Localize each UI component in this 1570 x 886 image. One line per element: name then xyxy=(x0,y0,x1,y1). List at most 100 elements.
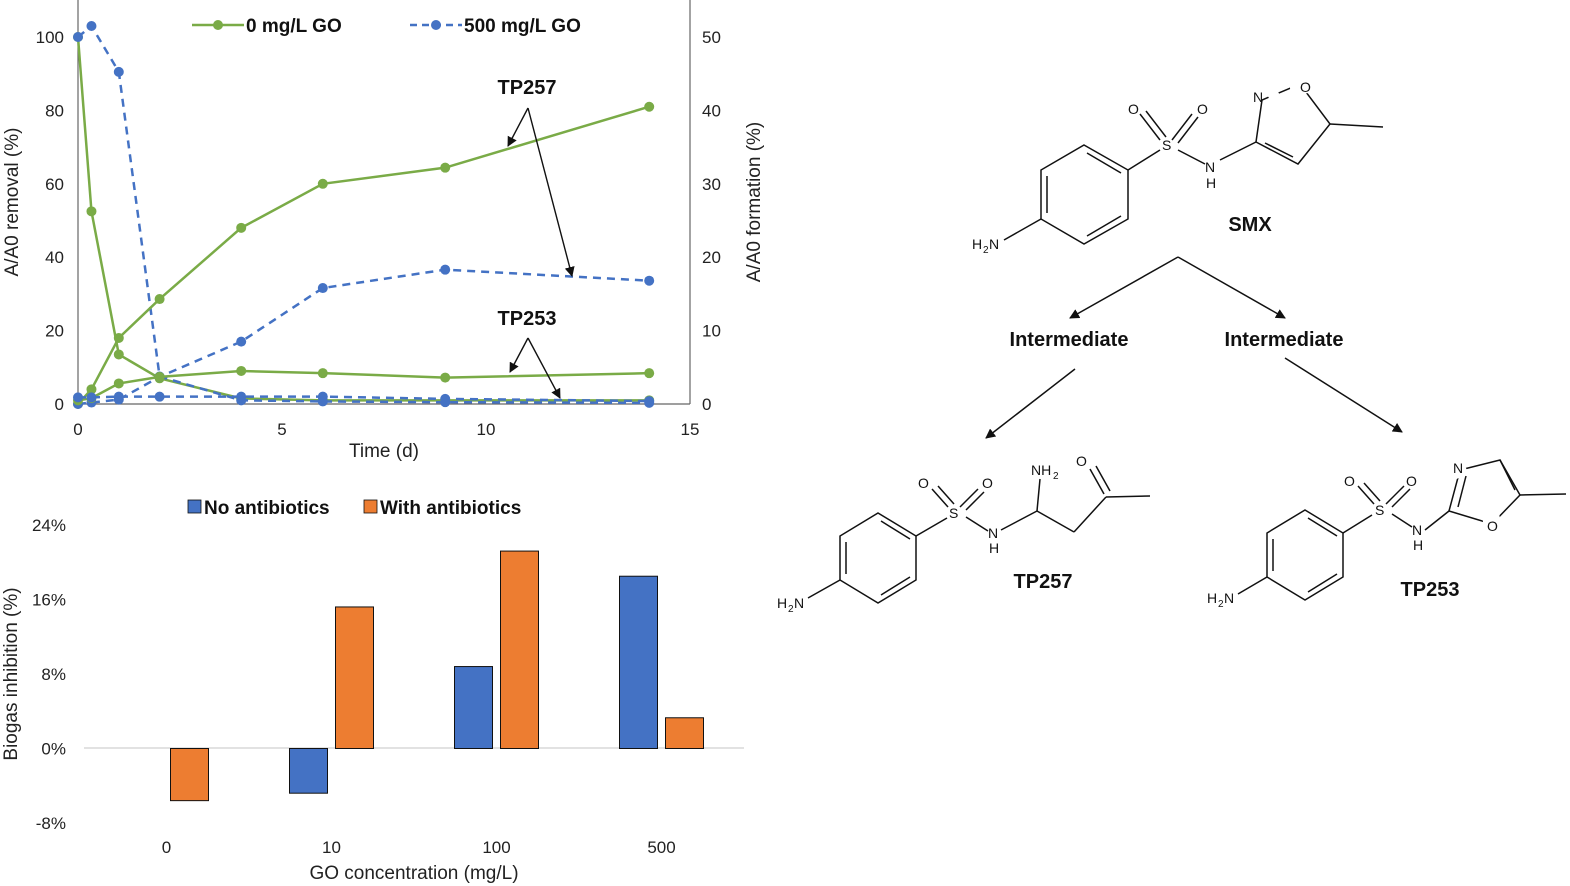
bar-with-antibiotics-0 xyxy=(170,748,209,802)
bar-y-tick-label: 0% xyxy=(41,740,66,759)
arrow-smx-to-left-intermediate xyxy=(1069,256,1179,319)
smx-h2n-n: N xyxy=(989,236,999,252)
left-y-axis-title: A/A0 removal (%) xyxy=(2,128,23,277)
tp257-atom-s: S xyxy=(949,505,958,521)
right-y-tick-label: 20 xyxy=(702,248,721,267)
series-point-3 xyxy=(644,275,655,286)
series-point-5 xyxy=(154,391,165,402)
series-point-2 xyxy=(113,332,124,343)
bar-category-labels: 0 10 100 500 xyxy=(162,838,676,857)
bar-y-axis-title: Biogas inhibition (%) xyxy=(1,587,22,760)
legend-label-0go: 0 mg/L GO xyxy=(246,16,342,37)
smx-label: SMX xyxy=(1228,214,1272,236)
series-point-2 xyxy=(236,222,247,233)
series-point-4 xyxy=(113,378,124,389)
arrow-smx-to-right-intermediate xyxy=(1177,256,1286,319)
series-point-2 xyxy=(440,162,451,173)
series-point-3 xyxy=(236,336,247,347)
arrow-right-intermediate-to-tp253 xyxy=(1284,357,1403,433)
bar-chart: -8% 0% 8% 16% 24% 0 10 100 500 GO concentration… xyxy=(1,498,744,884)
tp257-nh2-label: NH xyxy=(1031,462,1051,478)
bar-y-tick-label: 24% xyxy=(32,516,66,535)
x-axis-title: Time (d) xyxy=(349,441,419,462)
series-point-5 xyxy=(236,391,247,402)
legend-marker-0go xyxy=(213,20,223,30)
arrow-left-intermediate-to-tp257 xyxy=(985,368,1076,439)
series-point-3 xyxy=(317,283,328,294)
tp257-label: TP257 xyxy=(1014,571,1073,593)
series-point-1 xyxy=(86,20,97,31)
line-chart: 0 20 40 60 80 100 0 10 20 30 40 50 0 5 10 15 Time (d)… xyxy=(2,0,765,462)
series-point-1 xyxy=(113,66,124,77)
series-line-1 xyxy=(77,24,650,405)
smx-atom-o2: O xyxy=(1197,101,1208,117)
smx-atom-h: H xyxy=(1206,175,1216,191)
intermediate-right-label: Intermediate xyxy=(1225,329,1344,351)
smx-h2n-h: H xyxy=(972,236,982,252)
legend-label-with-antibiotics: With antibiotics xyxy=(380,498,521,519)
smx-atom-o1: O xyxy=(1128,101,1139,117)
right-y-tick-label: 10 xyxy=(702,322,721,341)
tp253-arrow-to-blue xyxy=(527,337,561,399)
annotation-tp253: TP253 xyxy=(498,308,557,330)
legend-swatch-no-antibiotics xyxy=(187,499,202,514)
bar-y-tick-label: -8% xyxy=(36,814,66,833)
tp257-atom-o1: O xyxy=(918,475,929,491)
smx-h2n-sub: 2 xyxy=(983,245,989,256)
series-point-4 xyxy=(317,368,328,379)
series-point-4 xyxy=(236,365,247,376)
left-y-tick-labels: 0 20 40 60 80 100 xyxy=(36,28,64,414)
smx-ring-o: O xyxy=(1300,79,1311,95)
bar-category-label: 500 xyxy=(647,838,675,857)
series-point-0 xyxy=(86,206,97,217)
tp257-atom-h: H xyxy=(989,540,999,556)
bar-no-antibiotics-100 xyxy=(454,666,493,749)
left-y-tick-label: 80 xyxy=(45,101,64,120)
bar-y-tick-label: 16% xyxy=(32,591,66,610)
series-line-3 xyxy=(77,268,650,406)
bar-category-label: 10 xyxy=(322,838,341,857)
series-point-4 xyxy=(154,371,165,382)
series-point-5 xyxy=(644,396,655,407)
tp253-atom-s: S xyxy=(1375,502,1384,518)
series-point-5 xyxy=(440,393,451,404)
series-point-5 xyxy=(73,392,83,403)
x-tick-label: 15 xyxy=(681,420,700,439)
bar-category-label: 100 xyxy=(482,838,510,857)
line-legend: 0 mg/L GO 500 mg/L GO xyxy=(192,16,581,37)
right-y-tick-label: 0 xyxy=(702,395,711,414)
tp257-atom-o2: O xyxy=(982,475,993,491)
series-point-5 xyxy=(86,392,97,403)
series-point-5 xyxy=(317,391,328,402)
tp257-structure xyxy=(807,465,1151,604)
bar-with-antibiotics-10 xyxy=(335,606,374,750)
x-tick-labels: 0 5 10 15 xyxy=(73,420,699,439)
right-y-axis-title: A/A0 formation (%) xyxy=(744,122,765,283)
annotation-tp257: TP257 xyxy=(498,77,557,99)
tp253-arrow-to-green xyxy=(509,337,529,373)
bar-marks xyxy=(170,550,704,802)
tp253-h2n-sub: 2 xyxy=(1218,599,1224,610)
left-y-tick-label: 0 xyxy=(55,395,64,414)
tp257-h2n-h: H xyxy=(777,595,787,611)
series-line-0 xyxy=(76,36,650,402)
left-y-tick-label: 20 xyxy=(45,322,64,341)
bar-y-tick-label: 8% xyxy=(41,665,66,684)
tp253-h2n-h: H xyxy=(1207,590,1217,606)
left-y-tick-label: 60 xyxy=(45,175,64,194)
tp257-arrow-to-green xyxy=(507,107,529,147)
tp257-h2n-n: N xyxy=(794,595,804,611)
series-point-2 xyxy=(86,384,97,395)
tp253-atom-o2: O xyxy=(1406,473,1417,489)
right-y-tick-label: 40 xyxy=(702,101,721,120)
tp257-arrow-to-blue xyxy=(527,107,575,277)
series-point-4 xyxy=(440,372,451,383)
tp253-h2n-n: N xyxy=(1224,590,1234,606)
legend-label-500go: 500 mg/L GO xyxy=(464,16,581,37)
bar-with-antibiotics-100 xyxy=(500,550,539,750)
tp253-structure xyxy=(1237,459,1567,601)
bar-y-tick-labels: -8% 0% 8% 16% 24% xyxy=(32,516,66,833)
bar-category-label: 0 xyxy=(162,838,171,857)
tp253-ring-n: N xyxy=(1453,460,1463,476)
